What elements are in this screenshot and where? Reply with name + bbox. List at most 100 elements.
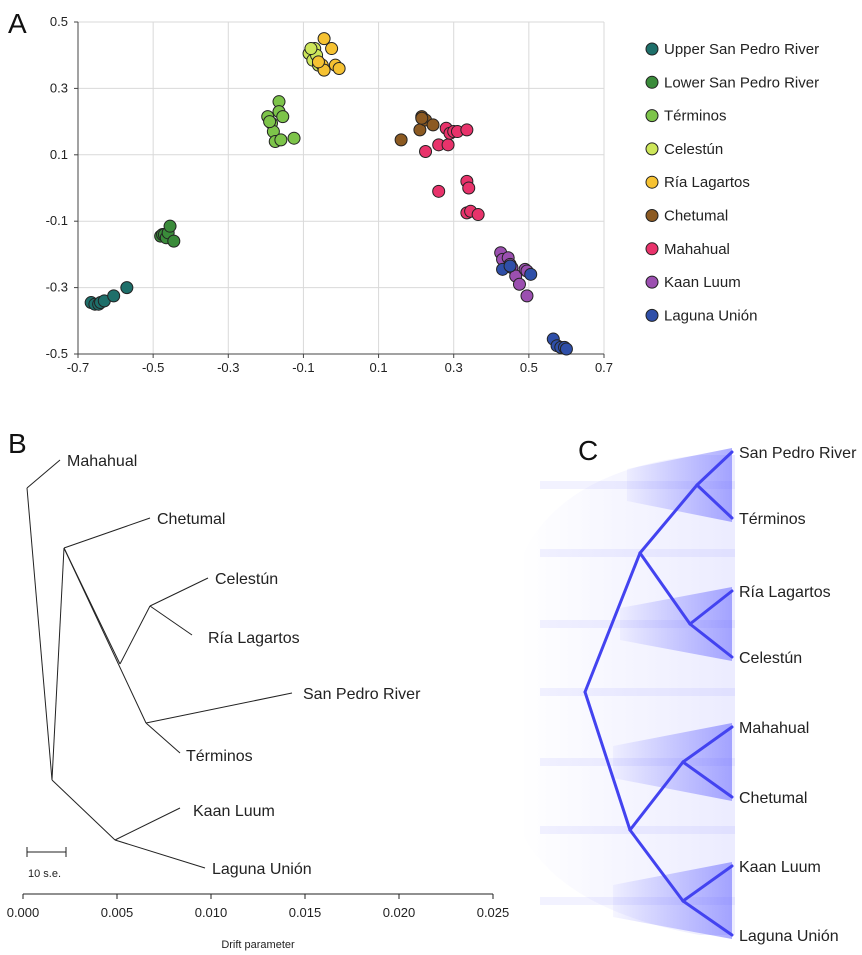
x-tick-label: -0.5 xyxy=(142,360,164,375)
tree-branch xyxy=(63,547,147,724)
tree-branch xyxy=(681,760,734,799)
data-point xyxy=(415,111,429,125)
x-tick-label: 0.000 xyxy=(7,905,40,920)
tree-branch xyxy=(688,589,734,626)
x-tick-label: 0.7 xyxy=(595,360,613,375)
tree-leaf-label: Laguna Unión xyxy=(739,928,839,945)
data-point xyxy=(462,181,476,195)
pca-legend: Upper San Pedro River Lower San Pedro Riv… xyxy=(645,41,819,324)
data-point xyxy=(263,115,277,129)
tree-band xyxy=(540,826,735,834)
tree-leaf-label: Ría Lagartos xyxy=(739,584,831,601)
legend-marker xyxy=(645,75,659,89)
tree-cloud xyxy=(520,455,735,935)
data-point xyxy=(317,32,331,46)
x-tick-label: -0.1 xyxy=(292,360,314,375)
y-tick-label: 0.3 xyxy=(50,80,68,95)
tree-leaf-label: San Pedro River xyxy=(739,445,857,462)
tree-fan xyxy=(627,448,732,522)
x-tick-label: 0.005 xyxy=(101,905,134,920)
tree-fan xyxy=(613,862,732,939)
legend-label: Chetumal xyxy=(664,208,728,225)
tree-leaf-label: Kaan Luum xyxy=(739,859,821,876)
data-point xyxy=(394,133,408,147)
data-point xyxy=(471,208,485,222)
legend-marker xyxy=(645,42,659,56)
tree-fan xyxy=(620,587,732,661)
x-tick-label: -0.3 xyxy=(217,360,239,375)
tree-leaf-label: Celestún xyxy=(215,571,278,588)
tree-branch xyxy=(688,622,734,659)
tree-branch xyxy=(145,722,181,754)
legend-marker xyxy=(645,209,659,222)
tree-branch xyxy=(114,839,206,869)
legend-marker xyxy=(645,142,659,156)
data-point xyxy=(304,42,318,56)
data-point xyxy=(107,289,121,303)
tree-branch xyxy=(638,551,692,626)
x-tick-label: 0.1 xyxy=(370,360,388,375)
legend-label: Celestún xyxy=(664,141,723,158)
data-point xyxy=(441,138,455,152)
legend-marker xyxy=(645,109,659,123)
data-point xyxy=(419,144,433,158)
legend-marker xyxy=(645,175,659,189)
data-point xyxy=(163,219,177,233)
tree-branch xyxy=(26,487,53,781)
tree-branch xyxy=(681,725,734,764)
tree-band xyxy=(540,758,735,766)
data-point xyxy=(311,55,325,69)
data-point xyxy=(325,42,339,56)
tree-branch xyxy=(63,517,151,549)
legend-label: Upper San Pedro River xyxy=(664,41,819,58)
tree-leaf-label: Chetumal xyxy=(739,790,807,807)
pca-scatter-plot: -0.7 -0.5 -0.3 -0.1 0.1 0.3 0.5 0.70.50.30.1-0.… xyxy=(46,14,613,375)
legend-label: Laguna Unión xyxy=(664,307,757,324)
legend-label: Kaan Luum xyxy=(664,274,741,291)
x-tick-label: 0.5 xyxy=(520,360,538,375)
tree-branch xyxy=(114,807,181,841)
data-point xyxy=(167,234,181,248)
data-point xyxy=(432,184,446,198)
tree-leaf-label: Mahahual xyxy=(67,453,137,470)
data-point xyxy=(559,342,573,356)
x-tick-label: 0.010 xyxy=(195,905,228,920)
x-axis-label: Drift parameter xyxy=(221,939,295,951)
tree-band xyxy=(540,549,735,557)
tree-branch xyxy=(695,450,734,487)
legend-label: Lower San Pedro River xyxy=(664,74,819,91)
tree-branch xyxy=(681,864,734,903)
x-tick-label: 0.3 xyxy=(445,360,463,375)
tree-branch xyxy=(145,692,293,724)
tree-leaf-label: San Pedro River xyxy=(303,686,421,703)
data-point xyxy=(287,131,301,145)
data-point xyxy=(503,259,517,273)
panel-letter-b: B xyxy=(8,428,27,459)
tree-band xyxy=(540,688,735,696)
tree-fan xyxy=(613,723,732,801)
x-tick-label: 0.015 xyxy=(289,905,322,920)
data-point xyxy=(520,289,534,303)
tree-branch xyxy=(638,483,699,555)
tree-branch xyxy=(695,483,734,520)
tree-leaf-label: Celestún xyxy=(739,650,802,667)
tree-branch xyxy=(149,605,193,636)
y-tick-label: -0.3 xyxy=(46,280,68,295)
tree-band xyxy=(540,481,735,489)
drift-tree: Mahahual Chetumal Celestún Ría Lagartos San … xyxy=(7,453,510,951)
x-tick-label: 0.020 xyxy=(383,905,416,920)
tree-branch xyxy=(51,547,65,781)
tree-branch xyxy=(628,760,685,832)
tree-branch xyxy=(119,605,151,665)
densitree: San Pedro River Términos Ría Lagartos Celes… xyxy=(520,445,857,945)
data-point xyxy=(274,133,288,147)
tree-branch xyxy=(583,551,642,694)
legend-marker xyxy=(645,308,659,322)
tree-branch xyxy=(583,690,632,832)
data-point xyxy=(332,61,346,75)
x-tick-label: 0.025 xyxy=(477,905,510,920)
data-point xyxy=(524,267,538,281)
y-tick-label: -0.1 xyxy=(46,213,68,228)
data-point xyxy=(276,110,290,124)
